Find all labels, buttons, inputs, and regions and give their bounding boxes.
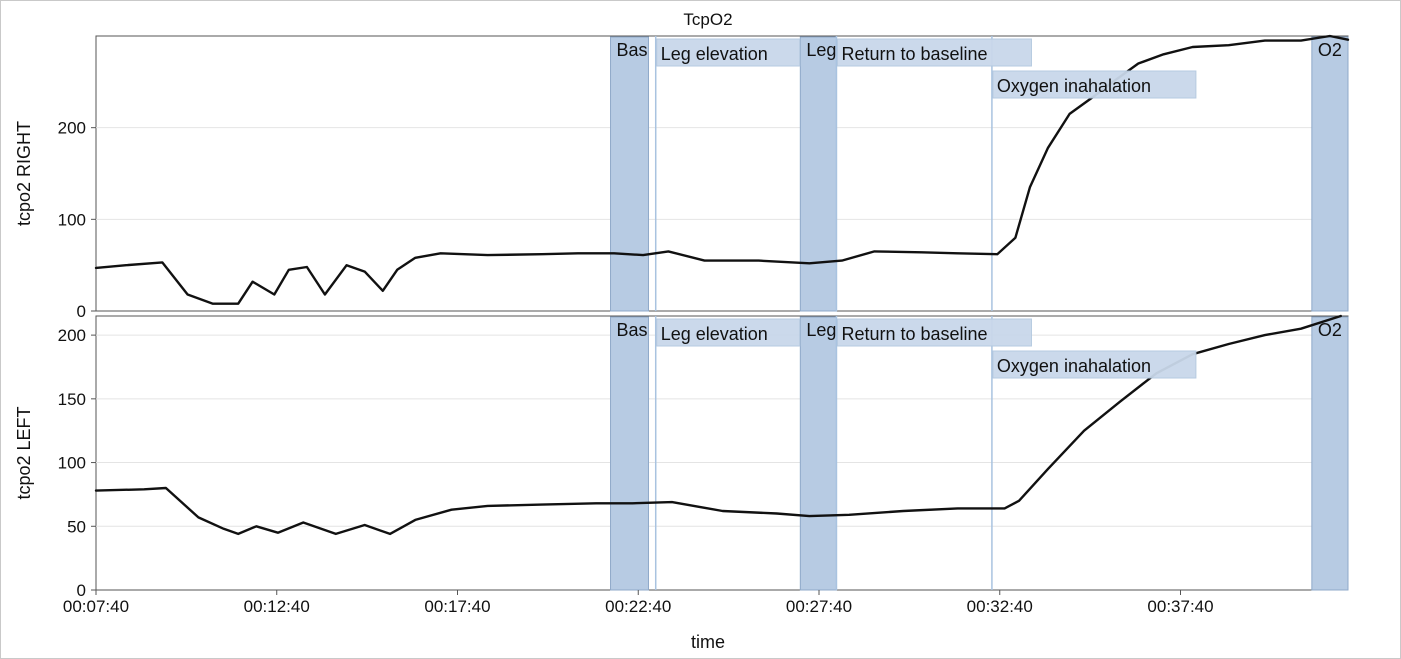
event-label: Leg	[806, 320, 836, 340]
x-tick-label: 00:37:40	[1147, 597, 1213, 616]
y-axis-label: tcpo2 LEFT	[14, 406, 34, 499]
event-band	[799, 316, 837, 591]
panel-2: 0 50 100 150 200 tcpo2 LEFT Bas Leg elevation Le…	[14, 314, 1349, 600]
event-band	[799, 36, 837, 312]
x-tick-label: 00:22:40	[605, 597, 671, 616]
x-axis-label: time	[691, 632, 725, 652]
y-tick-label: 100	[58, 454, 86, 473]
series-line	[94, 314, 1342, 536]
chart-title: TcpO2	[683, 10, 732, 29]
event-label-box	[656, 318, 801, 347]
event-band	[1311, 36, 1349, 312]
event-label: Leg	[806, 40, 836, 60]
event-label-box	[992, 70, 1197, 99]
y-tick-label: 100	[58, 210, 86, 229]
event-label-box	[656, 38, 801, 67]
event-label: Return to baseline	[841, 324, 987, 344]
y-tick-label: 0	[77, 581, 86, 600]
event-label: Oxygen inahalation	[997, 76, 1151, 96]
event-label: O2	[1318, 40, 1342, 60]
event-band	[1311, 316, 1349, 591]
x-tick-label: 00:32:40	[967, 597, 1033, 616]
event-band	[610, 36, 649, 312]
x-tick-label: 00:12:40	[244, 597, 310, 616]
y-tick-label: 150	[58, 390, 86, 409]
x-tick-label: 00:07:40	[63, 597, 129, 616]
x-tick-label: 00:27:40	[786, 597, 852, 616]
event-label: Bas	[617, 40, 648, 60]
event-label-box	[836, 38, 1032, 67]
panel-1: 0 100 200 tcpo2 RIGHT Bas Leg elevation Leg Ret…	[14, 34, 1350, 321]
event-label: O2	[1318, 320, 1342, 340]
y-tick-label: 200	[58, 326, 86, 345]
event-label: Bas	[617, 320, 648, 340]
y-axis-label: tcpo2 RIGHT	[14, 121, 34, 226]
y-tick-label: 0	[77, 302, 86, 321]
event-label-box	[836, 318, 1032, 347]
event-label: Leg elevation	[661, 324, 768, 344]
x-axis: 00:07:40 00:12:40 00:17:40 00:22:40 00:27:40…	[63, 590, 1214, 616]
event-label: Leg elevation	[661, 44, 768, 64]
y-tick-label: 200	[58, 119, 86, 138]
event-label: Oxygen inahalation	[997, 356, 1151, 376]
event-label: Return to baseline	[841, 44, 987, 64]
event-band	[610, 316, 649, 591]
x-tick-label: 00:17:40	[424, 597, 490, 616]
event-label-box	[992, 350, 1197, 379]
y-tick-label: 50	[67, 517, 86, 536]
